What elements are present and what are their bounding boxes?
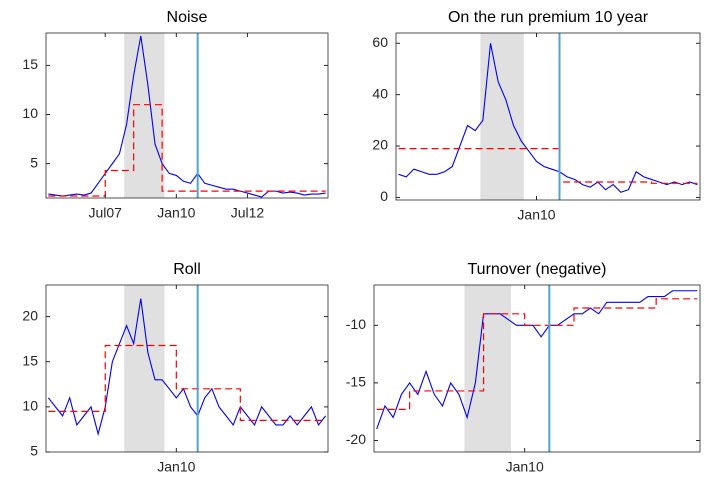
y-tick-label: 60: [372, 34, 388, 50]
step-line: [48, 344, 326, 422]
y-tick-label: 20: [22, 307, 38, 323]
data-line: [376, 290, 698, 430]
axes-box: [45, 32, 329, 199]
y-tick-label: -20: [346, 431, 366, 447]
step-line: [376, 298, 698, 410]
data-line: [48, 35, 326, 198]
step-line: [48, 104, 326, 197]
y-tick-label: 15: [22, 352, 38, 368]
shaded-period: [124, 285, 165, 452]
panel-title: On the run premium 10 year: [448, 9, 649, 26]
y-tick-label: -15: [346, 374, 366, 390]
axes-box: [395, 32, 701, 201]
shaded-period: [464, 285, 511, 452]
x-tick-label: Jan10: [157, 205, 195, 221]
x-tick-label: Jan10: [157, 459, 195, 475]
y-tick-label: 20: [372, 137, 388, 153]
y-tick-label: 10: [22, 105, 38, 121]
panel-title: Roll: [173, 261, 201, 278]
x-tick-label: Jul12: [231, 205, 265, 221]
data-line: [398, 43, 698, 193]
y-tick-label: 15: [22, 56, 38, 72]
plot-area: [46, 285, 328, 452]
panel-title: Turnover (negative): [467, 261, 606, 278]
y-tick-label: 0: [380, 188, 388, 204]
y-tick-label: 5: [30, 443, 38, 459]
plot-area: [396, 33, 700, 200]
x-tick-label: Jan10: [506, 459, 544, 475]
y-tick-label: 10: [22, 398, 38, 414]
x-tick-label: Jan10: [517, 207, 555, 223]
y-tick-label: 5: [30, 154, 38, 170]
plot-area: [46, 33, 328, 198]
y-tick-label: 40: [372, 85, 388, 101]
y-tick-label: -10: [346, 316, 366, 332]
step-line: [398, 148, 698, 184]
panel-title: Noise: [167, 9, 208, 26]
axes-box: [373, 284, 701, 453]
plot-area: [374, 285, 700, 452]
data-line: [47, 298, 327, 437]
axes-box: [45, 284, 329, 453]
shaded-period: [480, 33, 524, 200]
x-tick-label: Jul07: [89, 205, 123, 221]
